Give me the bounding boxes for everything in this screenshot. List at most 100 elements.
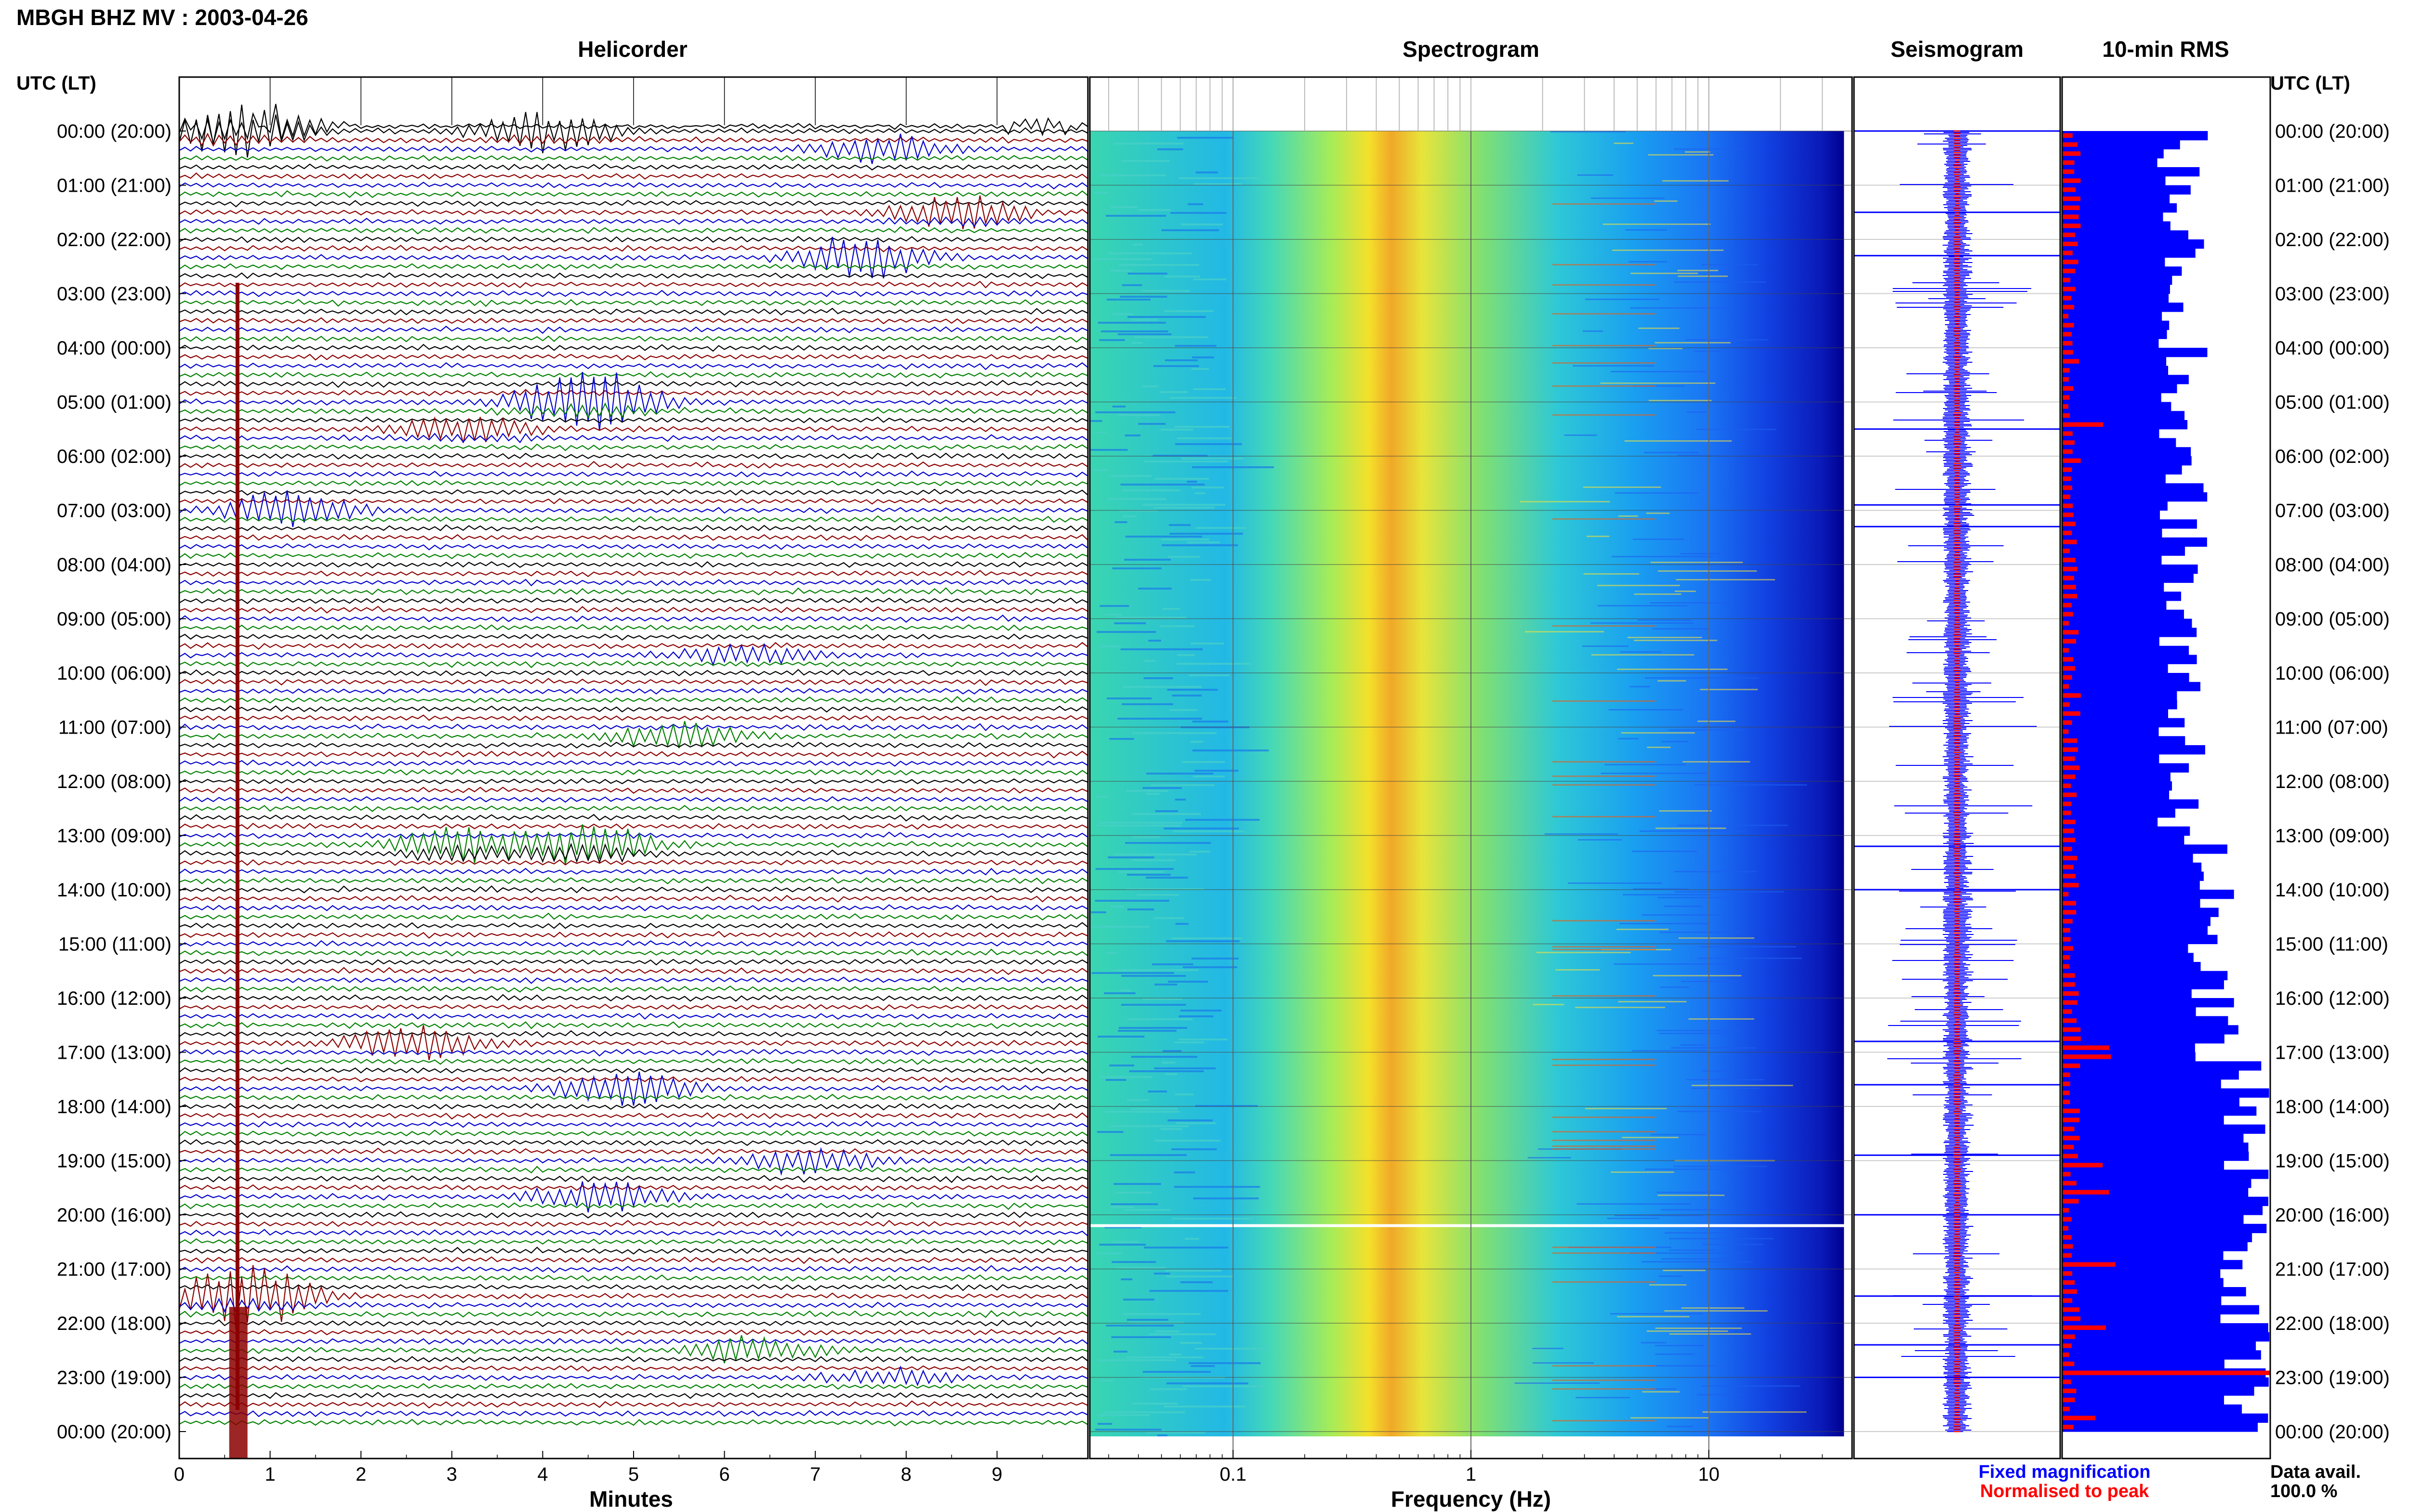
rms-bar-fixed [2062, 808, 2175, 818]
helicorder-panel [179, 104, 1088, 1459]
helicorder-trace [179, 1365, 1088, 1372]
rms-bar-fixed [2062, 582, 2164, 592]
rms-bar-normalised [2062, 1018, 2077, 1023]
rms-bar-fixed [2062, 167, 2200, 177]
y-tick-label-right: 02:00 (22:00) [2275, 229, 2390, 250]
rms-bar-normalised [2062, 1154, 2078, 1158]
helicorder-x-tick-label: 3 [447, 1464, 457, 1485]
rms-bar-fixed [2062, 565, 2198, 574]
rms-bar-fixed [2062, 907, 2219, 917]
rms-bar-fixed [2062, 944, 2188, 953]
helicorder-trace [179, 1012, 1088, 1020]
rms-bar-normalised [2062, 1244, 2073, 1249]
helicorder-trace [179, 190, 1088, 198]
rms-bar-fixed [2062, 194, 2170, 204]
helicorder-trace [179, 182, 1088, 190]
spectrogram-x-tick-label: 10 [1698, 1464, 1720, 1485]
y-tick-label-left: 10:00 (06:00) [57, 663, 172, 684]
rms-bar-normalised [2062, 422, 2104, 427]
rms-bar-normalised [2062, 142, 2078, 147]
rms-bar-fixed [2062, 293, 2169, 303]
rms-bar-fixed [2062, 1151, 2249, 1161]
helicorder-trace [179, 460, 1088, 469]
rms-bar-normalised [2062, 1144, 2074, 1150]
helicorder-trace [179, 1265, 1088, 1273]
y-tick-label-left: 01:00 (21:00) [57, 175, 172, 197]
helicorder-trace [179, 416, 1088, 443]
y-tick-label-right: 06:00 (02:00) [2275, 446, 2390, 467]
rms-bar-fixed [2062, 763, 2189, 773]
rms-bar-fixed [2062, 1233, 2252, 1242]
rms-bar-normalised [2062, 711, 2080, 716]
rms-bar-fixed [2062, 1016, 2228, 1026]
helicorder-trace [179, 723, 1088, 731]
helicorder-trace [179, 326, 1088, 334]
helicorder-trace [179, 216, 1088, 227]
y-tick-label-right: 08:00 (04:00) [2275, 554, 2390, 576]
rms-bar-fixed [2062, 989, 2192, 999]
rms-bar-fixed [2062, 628, 2197, 637]
helicorder-trace [179, 823, 1088, 830]
helicorder-trace [179, 561, 1088, 569]
rms-bar-fixed [2062, 1269, 2221, 1278]
rms-bar-normalised [2062, 1027, 2081, 1032]
helicorder-trace [179, 1211, 1088, 1219]
rms-bar-normalised [2062, 513, 2074, 517]
rms-bar-normalised [2062, 991, 2079, 996]
rms-bar-fixed [2062, 664, 2168, 673]
helicorder-trace [179, 237, 1088, 279]
rms-bar-fixed [2062, 402, 2171, 411]
helicorder-trace [179, 1383, 1088, 1390]
rms-bar-fixed [2062, 709, 2169, 719]
y-tick-label-right: 04:00 (00:00) [2275, 338, 2390, 359]
rms-bar-fixed [2062, 1287, 2246, 1297]
rms-bar-normalised [2062, 530, 2072, 536]
rms-bar-fixed [2062, 1350, 2261, 1360]
rms-bar-fixed [2062, 266, 2182, 276]
y-tick-label-right: 15:00 (11:00) [2275, 934, 2388, 955]
helicorder-trace [179, 1049, 1088, 1057]
rms-bar-normalised [2062, 946, 2073, 951]
helicorder-trace [179, 354, 1088, 361]
rms-bar-fixed [2062, 926, 2208, 935]
helicorder-trace [179, 741, 1088, 749]
rms-bar-normalised [2062, 1226, 2069, 1231]
rms-bar-fixed [2062, 844, 2228, 854]
rms-bar-normalised [2062, 1280, 2075, 1285]
rms-bar-fixed [2062, 1097, 2239, 1107]
rms-bar-normalised [2062, 747, 2078, 752]
helicorder-trace [179, 1166, 1088, 1174]
rms-bar-normalised [2062, 729, 2069, 734]
rms-bar-normalised [2062, 1334, 2075, 1339]
y-tick-label-right: 00:00 (20:00) [2275, 1421, 2390, 1443]
rms-bar-fixed [2062, 438, 2176, 447]
helicorder-trace [179, 805, 1088, 812]
rms-bar-fixed [2062, 276, 2172, 285]
rms-bar-normalised [2062, 1407, 2070, 1411]
rms-bar-fixed [2062, 456, 2192, 466]
rms-bar-fixed [2062, 998, 2234, 1008]
data-availability-label: Data avail. [2270, 1462, 2361, 1482]
rms-bar-normalised [2062, 160, 2075, 165]
rms-bar-fixed [2062, 320, 2170, 330]
rms-bar-normalised [2062, 1262, 2116, 1267]
seismogram-normalised-trace [1953, 130, 1961, 1433]
rms-bar-fixed [2062, 637, 2159, 646]
rms-bar-fixed [2062, 348, 2208, 357]
helicorder-trace [179, 687, 1088, 695]
helicorder-trace [179, 299, 1088, 307]
helicorder-trace [179, 480, 1088, 486]
rms-bar-normalised [2062, 151, 2081, 156]
helicorder-trace [179, 543, 1088, 551]
helicorder-trace [179, 894, 1088, 903]
helicorder-x-tick-label: 5 [628, 1464, 639, 1485]
rms-bar-fixed [2062, 519, 2197, 529]
rms-bar-fixed [2062, 185, 2191, 195]
rms-bar-normalised [2062, 919, 2073, 924]
helicorder-trace [179, 579, 1088, 587]
helicorder-trace [179, 777, 1088, 785]
rms-bar-normalised [2062, 1424, 2074, 1430]
rms-bar-normalised [2062, 1181, 2077, 1186]
rms-bar-fixed [2062, 691, 2177, 700]
